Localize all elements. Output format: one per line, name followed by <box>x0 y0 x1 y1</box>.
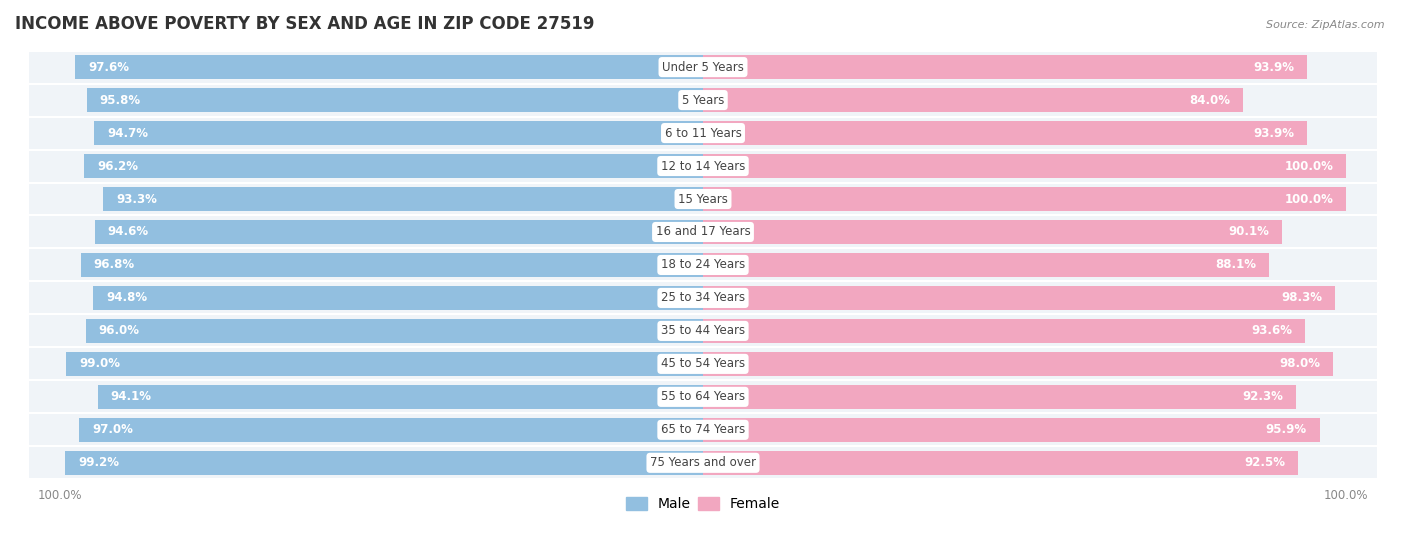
FancyBboxPatch shape <box>28 216 1378 248</box>
FancyBboxPatch shape <box>28 314 1378 347</box>
Bar <box>84 154 703 178</box>
Legend: Male, Female: Male, Female <box>620 492 786 517</box>
FancyBboxPatch shape <box>28 117 1378 150</box>
Text: 99.2%: 99.2% <box>77 456 120 470</box>
Bar <box>86 319 703 343</box>
Bar <box>94 220 703 244</box>
Text: 94.8%: 94.8% <box>107 291 148 305</box>
Text: 98.0%: 98.0% <box>1279 357 1320 371</box>
Text: 90.1%: 90.1% <box>1229 225 1270 239</box>
Bar <box>98 385 703 409</box>
Text: 93.3%: 93.3% <box>115 192 157 206</box>
Text: 93.9%: 93.9% <box>1253 126 1294 140</box>
Bar <box>703 451 1298 475</box>
Text: 88.1%: 88.1% <box>1216 258 1257 272</box>
Bar <box>703 253 1270 277</box>
Text: 100.0%: 100.0% <box>1284 192 1333 206</box>
Text: 97.0%: 97.0% <box>93 423 134 437</box>
Text: 16 and 17 Years: 16 and 17 Years <box>655 225 751 239</box>
Text: 96.2%: 96.2% <box>97 159 138 173</box>
Text: 35 to 44 Years: 35 to 44 Years <box>661 324 745 338</box>
FancyBboxPatch shape <box>28 413 1378 446</box>
FancyBboxPatch shape <box>28 281 1378 314</box>
FancyBboxPatch shape <box>28 248 1378 281</box>
FancyBboxPatch shape <box>28 446 1378 479</box>
Bar <box>66 352 703 376</box>
Text: 65 to 74 Years: 65 to 74 Years <box>661 423 745 437</box>
Bar <box>703 187 1346 211</box>
FancyBboxPatch shape <box>28 51 1378 84</box>
Text: 100.0%: 100.0% <box>1284 159 1333 173</box>
FancyBboxPatch shape <box>28 150 1378 183</box>
Text: 45 to 54 Years: 45 to 54 Years <box>661 357 745 371</box>
Text: 93.9%: 93.9% <box>1253 60 1294 74</box>
Text: Under 5 Years: Under 5 Years <box>662 60 744 74</box>
Text: 95.8%: 95.8% <box>100 93 141 107</box>
FancyBboxPatch shape <box>28 183 1378 216</box>
Text: 93.6%: 93.6% <box>1251 324 1292 338</box>
Text: 96.0%: 96.0% <box>98 324 139 338</box>
Bar <box>703 286 1336 310</box>
Text: 5 Years: 5 Years <box>682 93 724 107</box>
Text: 12 to 14 Years: 12 to 14 Years <box>661 159 745 173</box>
Text: 97.6%: 97.6% <box>89 60 129 74</box>
Bar <box>703 352 1333 376</box>
Text: 92.3%: 92.3% <box>1243 390 1284 404</box>
Bar <box>93 286 703 310</box>
Text: 94.1%: 94.1% <box>111 390 152 404</box>
Bar <box>703 121 1306 145</box>
Text: 94.6%: 94.6% <box>108 225 149 239</box>
Bar <box>80 253 703 277</box>
Bar <box>703 418 1320 442</box>
Bar <box>703 55 1306 79</box>
Text: 92.5%: 92.5% <box>1244 456 1285 470</box>
Text: 6 to 11 Years: 6 to 11 Years <box>665 126 741 140</box>
Text: INCOME ABOVE POVERTY BY SEX AND AGE IN ZIP CODE 27519: INCOME ABOVE POVERTY BY SEX AND AGE IN Z… <box>15 15 595 33</box>
Bar <box>703 385 1296 409</box>
Bar <box>94 121 703 145</box>
Text: 55 to 64 Years: 55 to 64 Years <box>661 390 745 404</box>
Bar <box>79 418 703 442</box>
Bar <box>703 154 1346 178</box>
Text: 84.0%: 84.0% <box>1189 93 1230 107</box>
Text: 95.9%: 95.9% <box>1265 423 1306 437</box>
Bar <box>87 88 703 112</box>
Text: 94.7%: 94.7% <box>107 126 148 140</box>
Bar <box>703 319 1305 343</box>
Text: 96.8%: 96.8% <box>93 258 135 272</box>
Text: 75 Years and over: 75 Years and over <box>650 456 756 470</box>
Bar <box>703 88 1243 112</box>
Text: Source: ZipAtlas.com: Source: ZipAtlas.com <box>1267 20 1385 30</box>
Bar <box>703 220 1282 244</box>
FancyBboxPatch shape <box>28 347 1378 380</box>
Bar <box>76 55 703 79</box>
Text: 25 to 34 Years: 25 to 34 Years <box>661 291 745 305</box>
Bar <box>65 451 703 475</box>
Text: 98.3%: 98.3% <box>1281 291 1322 305</box>
Text: 15 Years: 15 Years <box>678 192 728 206</box>
Text: 18 to 24 Years: 18 to 24 Years <box>661 258 745 272</box>
FancyBboxPatch shape <box>28 84 1378 117</box>
Bar <box>103 187 703 211</box>
FancyBboxPatch shape <box>28 380 1378 413</box>
Text: 99.0%: 99.0% <box>79 357 121 371</box>
